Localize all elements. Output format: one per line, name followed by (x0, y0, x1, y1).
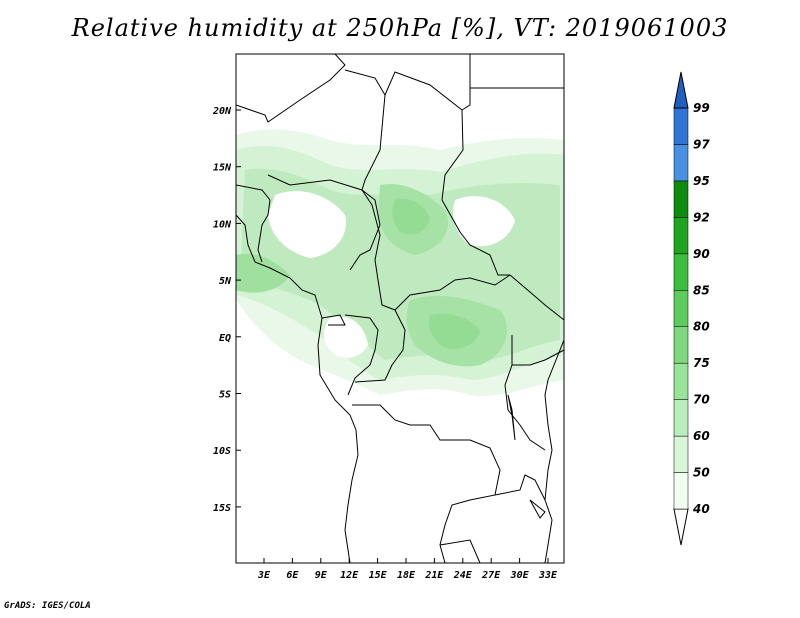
coastline-west-africa (236, 214, 359, 563)
colorbar-lower-arrow (673, 508, 689, 546)
colorbar-level-label: 90 (693, 247, 710, 261)
colorbar-upper-arrow (673, 71, 689, 109)
lon-tick-label: 6E (286, 570, 299, 581)
border (352, 404, 501, 563)
lat-tick-label: 10S (213, 446, 231, 457)
humidity-gap (268, 191, 346, 258)
lat-tick-label: 15N (213, 163, 232, 174)
border (509, 274, 564, 321)
lon-tick-label: 18E (397, 570, 416, 581)
colorbar-segment (673, 362, 689, 400)
border (439, 539, 481, 563)
lake (529, 499, 546, 519)
colorbar-level-label: 70 (693, 393, 710, 407)
chart-title: Relative humidity at 250hPa [%], VT: 201… (71, 14, 729, 42)
colorbar-segment (673, 399, 689, 437)
lat-tick-label: 20N (212, 106, 232, 117)
map-frame (235, 53, 565, 564)
colorbar-level-label: 75 (693, 356, 710, 370)
lon-tick-label: 33E (538, 570, 558, 581)
colorbar-level-label: 50 (693, 466, 710, 480)
lon-tick-label: 27E (481, 570, 501, 581)
colorbar-level-label: 92 (693, 210, 710, 224)
colorbar-level-label: 99 (693, 101, 710, 115)
country-borders (236, 54, 564, 563)
border (344, 69, 386, 191)
lon-tick-label: 12E (340, 570, 359, 581)
colorbar-segment (673, 326, 689, 364)
border (511, 335, 564, 366)
lat-tick-label: 5N (219, 276, 232, 287)
grads-credit: GrADS: IGES/COLA (4, 601, 91, 611)
lat-tick-label: EQ (219, 333, 231, 344)
colorbar-segment (673, 217, 689, 255)
lake (507, 394, 516, 441)
lat-tick-label: 5S (219, 390, 231, 401)
colorbar-level-label: 80 (693, 320, 710, 334)
latitude-axis: 20N 15N 10N 5N EQ 5S 10S 15S (212, 106, 241, 514)
lat-tick-label: 10N (213, 219, 232, 230)
colorbar-segment (673, 180, 689, 218)
border (344, 314, 379, 396)
humidity-shading (236, 129, 564, 397)
colorbar-level-label: 60 (693, 429, 710, 443)
border (236, 54, 346, 123)
lon-tick-label: 24E (453, 570, 473, 581)
border (354, 309, 406, 383)
border (494, 474, 546, 501)
border (236, 184, 271, 263)
colorbar: 40 50 60 70 75 80 85 90 92 95 97 99 (673, 71, 710, 546)
lon-tick-label: 21E (424, 570, 444, 581)
humidity-gap (324, 316, 368, 358)
colorbar-level-label: 40 (692, 502, 710, 516)
coastline-east-africa (544, 339, 564, 563)
colorbar-segment (673, 144, 689, 182)
colorbar-segment (673, 253, 689, 291)
humidity-gap (453, 196, 515, 247)
colorbar-segment (673, 290, 689, 327)
border (321, 314, 346, 326)
longitude-axis: 3E 6E 9E 12E 15E 18E 21E 24E 27E 30E 33E (257, 558, 558, 581)
colorbar-segment (673, 472, 689, 510)
border (267, 174, 381, 271)
border (461, 54, 471, 111)
lon-tick-label: 9E (315, 570, 328, 581)
border (441, 199, 510, 276)
humidity-band-75 (392, 198, 430, 235)
colorbar-level-label: 85 (693, 283, 710, 297)
colorbar-segment (673, 107, 689, 145)
lon-tick-label: 3E (257, 570, 271, 581)
colorbar-level-label: 95 (693, 174, 710, 188)
border (504, 364, 546, 451)
colorbar-level-label: 97 (693, 137, 710, 151)
lat-tick-label: 15S (213, 503, 231, 514)
humidity-band-75c (236, 253, 290, 293)
colorbar-segment (673, 435, 689, 473)
lon-tick-label: 30E (510, 570, 530, 581)
humidity-band-75b (428, 313, 480, 350)
lon-tick-label: 15E (369, 570, 388, 581)
